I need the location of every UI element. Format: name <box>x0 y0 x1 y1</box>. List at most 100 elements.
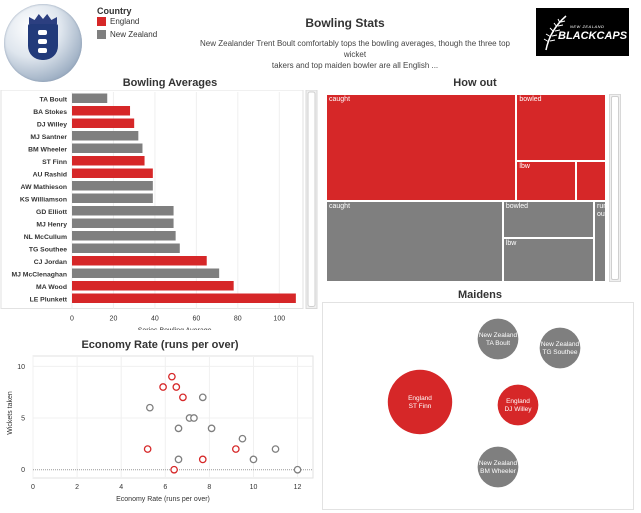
how-out-title: How out <box>453 77 497 89</box>
bubble-country-label: England <box>408 395 432 402</box>
bowling-averages-chart: 0 20 40 60 80 100 TA Boult BA Stokes DJ Willey MJ… <box>0 90 318 331</box>
x-tick-label: 12 <box>294 484 302 491</box>
y-tick-label: KS Williamson <box>20 196 67 203</box>
bar[interactable] <box>72 231 176 241</box>
treemap-cell[interactable]: lbw <box>502 238 594 282</box>
scatter-point[interactable] <box>174 424 183 433</box>
bubble[interactable] <box>477 446 519 488</box>
scatter-point[interactable] <box>146 403 154 412</box>
bubble[interactable] <box>387 369 453 435</box>
scatter-point[interactable] <box>238 434 247 443</box>
y-tick-label: MJ Henry <box>36 221 67 228</box>
bar[interactable] <box>72 106 131 116</box>
bar[interactable] <box>72 293 296 304</box>
y-tick-label: AU Rashid <box>33 171 67 178</box>
treemap-cell[interactable]: caught <box>326 200 503 282</box>
maidens-title: Maidens <box>457 289 502 301</box>
how-out-treemap: caught bowled lbw caught run out bowled lbw <box>326 94 622 282</box>
bubble-country-label: New Zealand <box>541 341 580 348</box>
y-tick-label: NL McCullum <box>24 234 67 241</box>
scatter-point[interactable] <box>179 393 187 402</box>
bubble-country-label: New Zealand <box>479 332 518 339</box>
bar[interactable] <box>72 93 108 104</box>
x-axis-label: Series Bowling Average <box>138 328 212 331</box>
bubble[interactable] <box>497 384 539 426</box>
chart-frame <box>0 90 304 309</box>
page-title: Bowling Stats <box>305 16 385 30</box>
y-tick-label: TG Southee <box>29 246 67 253</box>
bar[interactable] <box>72 118 135 129</box>
scatter-point[interactable] <box>271 445 280 453</box>
bubble-country-label: New Zealand <box>479 460 518 467</box>
bar[interactable] <box>72 218 174 229</box>
legend-label: New Zealand <box>110 30 158 39</box>
scatter-point[interactable] <box>168 372 176 381</box>
y-tick-label: AW Mathieson <box>21 184 67 191</box>
scatter-point[interactable] <box>231 445 240 453</box>
y-tick-label: MJ Santner <box>30 134 67 141</box>
x-tick-label: 2 <box>75 484 79 491</box>
scrollbar-thumb[interactable] <box>307 91 316 307</box>
bar[interactable] <box>72 181 153 191</box>
bubble-player-label: BM Wheeler <box>480 468 517 475</box>
legend: England New Zealand <box>97 17 157 39</box>
bar[interactable] <box>72 131 139 141</box>
y-tick-label: BA Stokes <box>33 109 67 116</box>
y-tick-label: MA Wood <box>36 284 67 291</box>
scatter-point[interactable] <box>174 455 183 464</box>
y-tick-label: TA Boult <box>39 96 67 103</box>
bubble-player-label: ST Finn <box>409 403 432 410</box>
bc-logo-small: NEW ZEALAND <box>570 24 605 29</box>
scatter-point[interactable] <box>207 424 216 433</box>
bar[interactable] <box>72 156 145 166</box>
bc-logo-text: BLACKCAPS <box>558 30 628 42</box>
treemap-cell[interactable]: run out <box>594 200 607 282</box>
x-tick-label: 80 <box>234 316 242 323</box>
bubble[interactable] <box>539 327 581 369</box>
blackcaps-logo: NEW ZEALAND BLACKCAPS <box>536 8 629 56</box>
treemap-cell[interactable] <box>576 160 606 201</box>
scatter-point[interactable] <box>159 383 167 391</box>
scatter-point[interactable] <box>249 455 258 464</box>
bubble[interactable] <box>477 318 519 360</box>
bar[interactable] <box>72 143 143 154</box>
bar[interactable] <box>72 206 174 216</box>
bar[interactable] <box>72 168 153 179</box>
legend-item-new-zealand[interactable]: New Zealand <box>97 30 157 39</box>
y-tick-label: DJ Willey <box>37 121 67 128</box>
subtitle-line-1: New Zealander Trent Boult comfortably to… <box>200 39 510 59</box>
scatter-point[interactable] <box>143 445 152 453</box>
crown-icon <box>29 14 57 24</box>
bar[interactable] <box>72 256 207 266</box>
bar[interactable] <box>72 281 234 291</box>
bar[interactable] <box>72 268 220 279</box>
y-tick-label: ST Finn <box>42 159 67 166</box>
bowling-averages-title: Bowling Averages <box>122 77 218 89</box>
legend-title: Country <box>97 6 132 16</box>
scatter-point[interactable] <box>293 465 302 474</box>
scatter-point[interactable] <box>172 383 181 391</box>
scatter-point[interactable] <box>170 465 178 474</box>
bar[interactable] <box>72 193 153 204</box>
bar[interactable] <box>72 243 180 254</box>
y-tick-label: BM Wheeler <box>28 146 67 153</box>
y-axis-label: Wickets taken <box>7 391 14 435</box>
treemap-scrollbar[interactable] <box>609 94 621 282</box>
treemap-cell[interactable]: bowled <box>502 200 594 239</box>
x-tick-label: 4 <box>119 484 123 491</box>
bubble-player-label: TG Southee <box>542 349 577 356</box>
treemap-cell[interactable]: lbw <box>516 160 577 201</box>
legend-item-england[interactable]: England <box>97 17 157 26</box>
economy-rate-title: Economy Rate (runs per over) <box>81 339 239 351</box>
scatter-point[interactable] <box>198 455 207 464</box>
treemap-cell[interactable]: caught <box>326 94 517 201</box>
bubble-player-label: TA Boult <box>486 340 510 347</box>
chart-frame <box>322 302 634 510</box>
scatter-point[interactable] <box>190 414 198 422</box>
scatter-point[interactable] <box>198 393 207 402</box>
shield-icon <box>28 24 58 60</box>
scrollbar-thumb[interactable] <box>611 96 619 280</box>
y-tick-label: CJ Jordan <box>34 259 67 266</box>
treemap-cell[interactable]: bowled <box>516 94 606 161</box>
